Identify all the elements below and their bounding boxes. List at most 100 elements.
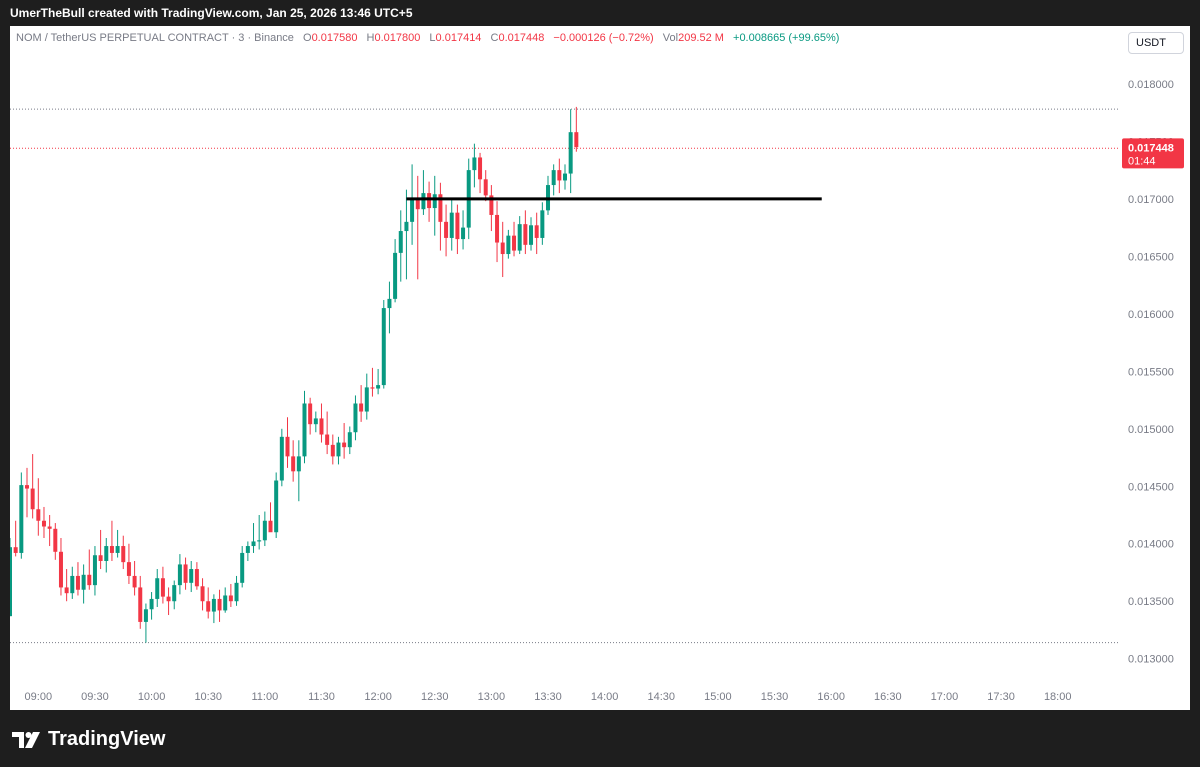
low-label: L (429, 32, 436, 44)
high-label: H (366, 32, 375, 44)
candle-body (483, 179, 488, 196)
candle-body (557, 170, 562, 181)
x-tick-label: 13:00 (478, 691, 506, 703)
chart-caption: UmerTheBull created with TradingView.com… (10, 6, 413, 20)
brand-name: TradingView (48, 728, 166, 750)
x-tick-label: 16:00 (817, 691, 845, 703)
candle-body (296, 456, 301, 472)
candle-body (126, 562, 131, 576)
candle-body (427, 193, 432, 209)
candle-body (551, 170, 556, 186)
candle-body (410, 198, 415, 222)
candle-body (132, 575, 137, 588)
x-tick-label: 14:30 (648, 691, 676, 703)
candle-body (302, 403, 307, 457)
candle-body (211, 598, 216, 612)
x-tick-label: 16:30 (874, 691, 902, 703)
x-tick-label: 09:30 (81, 691, 109, 703)
candle-body (98, 555, 103, 561)
x-tick-label: 18:00 (1044, 691, 1072, 703)
candle-body (489, 195, 494, 215)
y-tick-label: 0.014500 (1128, 481, 1174, 493)
x-tick-label: 10:30 (194, 691, 222, 703)
last-price-badge (1122, 138, 1184, 169)
candle-body (30, 488, 35, 510)
change-value: −0.000126 (−0.72%) (553, 32, 654, 44)
candle-body (568, 132, 573, 174)
open-label: O (303, 32, 312, 44)
candle-body (64, 587, 69, 594)
candle-body (262, 520, 267, 541)
x-tick-label: 10:00 (138, 691, 166, 703)
candlestick-chart[interactable]: 0.0180000.0175000.0170000.0165000.016000… (10, 26, 1190, 710)
candle-body (75, 575, 80, 590)
candle-body (387, 298, 392, 309)
x-tick-label: 15:30 (761, 691, 789, 703)
candle-body (257, 540, 262, 542)
candle-body (330, 444, 335, 457)
volume-change-value: +0.008665 (+99.65%) (733, 32, 840, 44)
candle-body (115, 546, 120, 553)
candle-body (87, 574, 92, 586)
high-value: 0.017800 (374, 32, 421, 44)
candle-body (223, 595, 228, 611)
candle-body (143, 609, 148, 622)
candle-body (438, 194, 443, 222)
x-tick-label: 17:00 (931, 691, 959, 703)
candle-body (393, 252, 398, 299)
candle-body (104, 546, 109, 561)
candle-body (13, 547, 18, 553)
candle-body (149, 598, 154, 610)
y-tick-label: 0.016000 (1128, 309, 1174, 321)
candle-body (534, 225, 539, 238)
tradingview-logo[interactable]: TradingView (12, 728, 165, 751)
candle-body (121, 546, 126, 563)
candle-body (183, 564, 188, 583)
candle-body (194, 569, 199, 587)
candle-body (160, 578, 165, 597)
candle-body (166, 596, 171, 602)
candle-body (455, 212, 460, 240)
x-tick-label: 11:00 (251, 691, 278, 703)
candle-body (359, 403, 364, 412)
candle-body (512, 235, 517, 251)
symbol-label[interactable]: NOM / TetherUS PERPETUAL CONTRACT · 3 · … (16, 32, 294, 44)
candle-body (540, 210, 545, 238)
candle-body (398, 231, 403, 253)
candle-body (404, 221, 409, 232)
x-tick-label: 14:00 (591, 691, 619, 703)
candle-body (574, 132, 579, 148)
close-label: C (490, 32, 499, 44)
candle-body (506, 235, 511, 255)
chart-pane[interactable]: 0.0180000.0175000.0170000.0165000.016000… (10, 26, 1190, 710)
open-value: 0.017580 (311, 32, 358, 44)
x-tick-label: 12:00 (364, 691, 392, 703)
x-tick-label: 15:00 (704, 691, 732, 703)
candle-body (234, 582, 239, 602)
candle-body (24, 485, 29, 489)
x-tick-label: 11:30 (308, 691, 335, 703)
candle-body (291, 456, 296, 472)
candle-body (472, 157, 477, 171)
candle-body (285, 436, 290, 457)
candle-body (376, 385, 381, 389)
candle-body (274, 480, 279, 533)
y-tick-label: 0.015500 (1128, 366, 1174, 378)
y-tick-label: 0.013500 (1128, 596, 1174, 608)
candle-body (478, 157, 483, 180)
candle-body (444, 221, 449, 238)
y-tick-label: 0.013000 (1128, 654, 1174, 666)
candle-body (217, 598, 222, 611)
candle-body (308, 403, 313, 425)
candle-body (10, 547, 12, 617)
candle-body (47, 526, 52, 529)
candle-body (523, 224, 528, 245)
candle-body (251, 541, 256, 547)
candle-body (563, 173, 567, 181)
tradingview-logo-icon (12, 731, 40, 748)
currency-button[interactable]: USDT (1128, 32, 1184, 54)
candle-body (245, 546, 250, 553)
candle-body (325, 434, 330, 445)
candle-body (381, 308, 386, 386)
candle-body (92, 555, 97, 586)
